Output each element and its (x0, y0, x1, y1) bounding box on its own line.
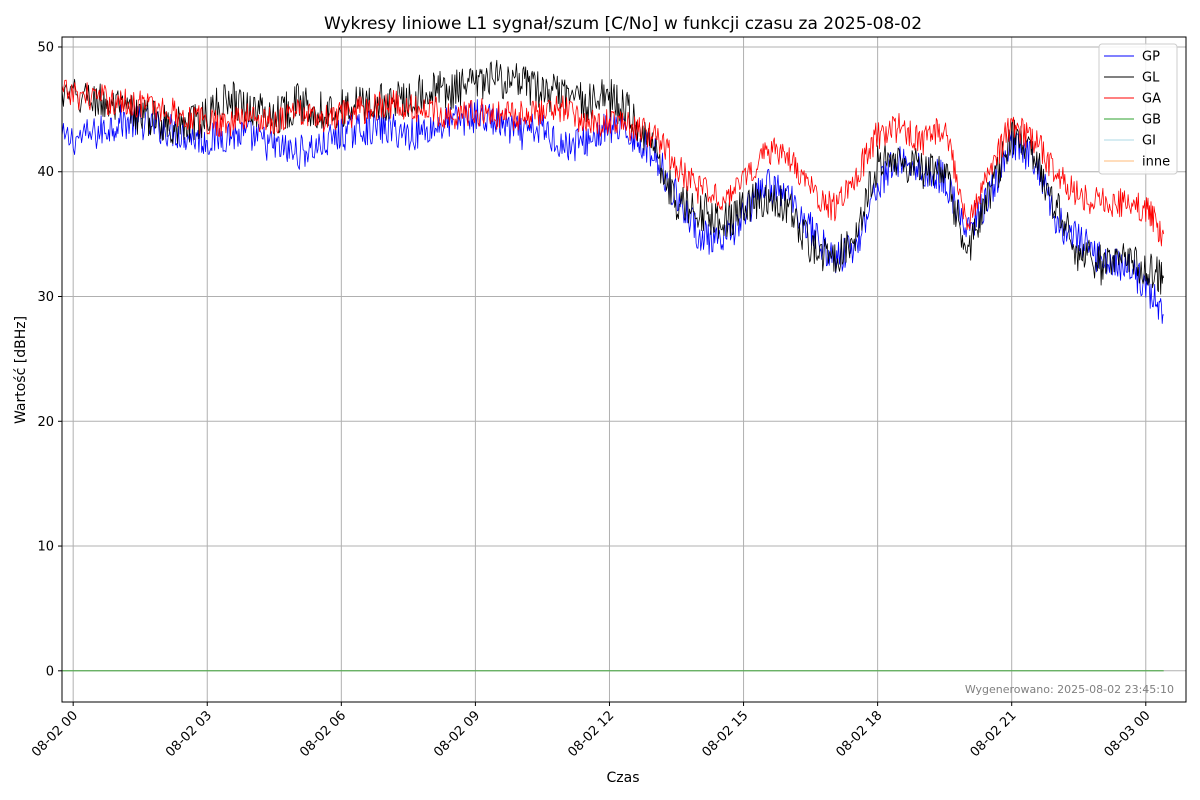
x-axis-title: Czas (607, 770, 640, 786)
y-axis-ticks: 0 10 20 30 40 50 (37, 40, 62, 679)
legend-item-gl: GL (1104, 71, 1160, 86)
legend-item-gp: GP (1104, 50, 1160, 65)
legend-item-ga: GA (1104, 92, 1161, 107)
legend: GP GL GA GB GI inne (1098, 43, 1178, 175)
y-tick-label: 30 (37, 290, 54, 305)
y-tick-label: 40 (37, 165, 54, 180)
legend-label: GI (1142, 134, 1156, 149)
plot-frame (61, 36, 1187, 703)
legend-label: GB (1142, 113, 1161, 128)
legend-label: inne (1142, 155, 1170, 170)
series-line-gl (61, 59, 1165, 295)
y-tick-label: 50 (37, 40, 54, 55)
y-tick-label: 10 (37, 540, 54, 555)
y-tick-label: 20 (37, 415, 54, 430)
generated-timestamp: Wygenerowano: 2025-08-02 23:45:10 (965, 683, 1174, 696)
series-lines (61, 59, 1165, 672)
legend-item-gi: GI (1104, 134, 1156, 149)
legend-item-gb: GB (1104, 113, 1161, 128)
legend-item-inne: inne (1104, 155, 1170, 170)
chart-title: Wykresy liniowe L1 sygnał/szum [C/No] w … (324, 14, 922, 34)
y-axis-title: Wartość [dBHz] (13, 316, 29, 424)
legend-label: GA (1142, 92, 1161, 107)
legend-label: GL (1142, 71, 1160, 86)
series-line-ga (61, 79, 1165, 247)
legend-label: GP (1142, 50, 1160, 65)
y-tick-label: 0 (46, 664, 54, 679)
